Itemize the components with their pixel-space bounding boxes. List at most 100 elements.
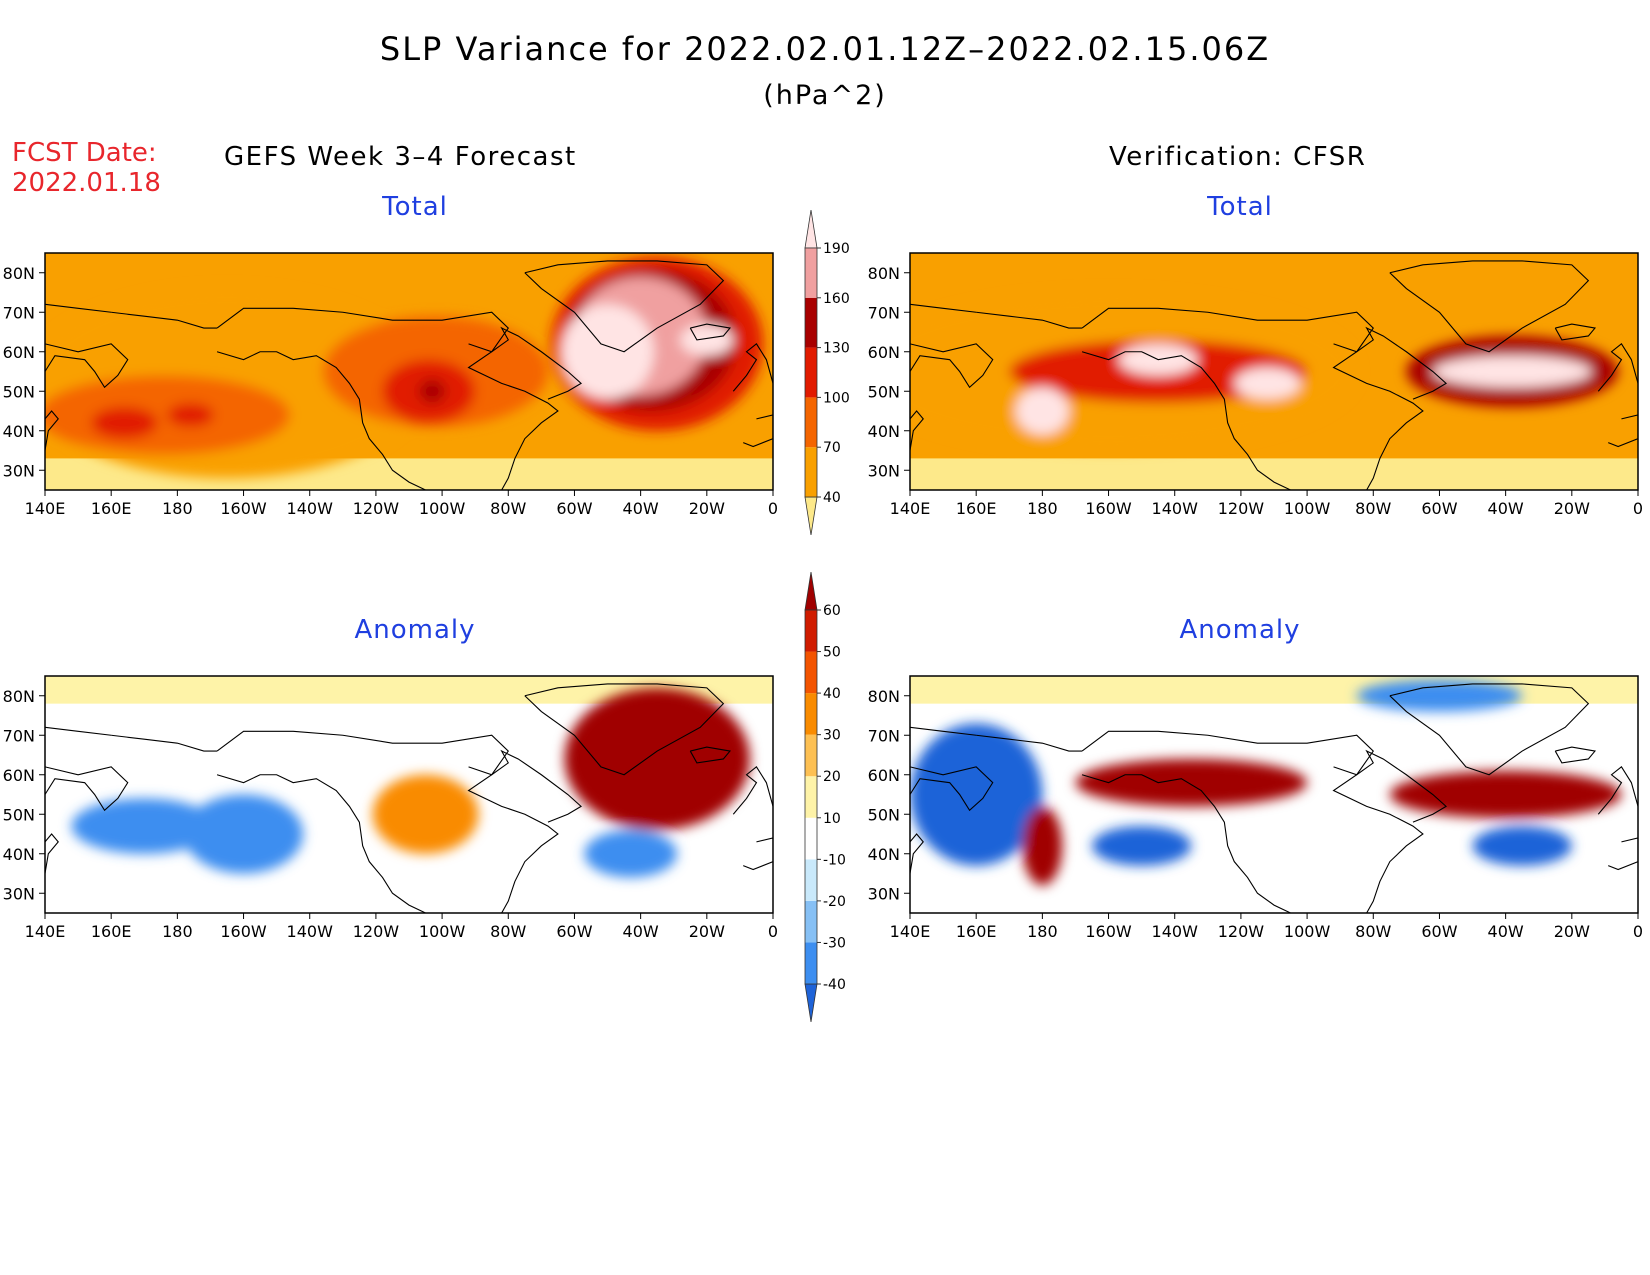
verification-total-map: 140E 160E 180 160W 140W 120W 100W 80W 60W 40W 20W 0… — [868, 252, 1643, 518]
lon-tick-label: 180 — [162, 499, 193, 518]
contour-region — [1022, 806, 1063, 886]
coastline — [111, 734, 218, 752]
lon-tick-label: 0 — [768, 499, 778, 518]
lon-tick-label: 20W — [1554, 922, 1590, 941]
lon-tick-label: 80W — [1355, 499, 1391, 518]
lon-tick-label: 20W — [689, 499, 725, 518]
lon-tick-label: 100W — [419, 499, 466, 518]
fcst-date-block: FCST Date: 2022.01.18 — [12, 138, 161, 198]
coastline — [1389, 260, 1590, 353]
colorbar-level-label: -10 — [823, 852, 846, 868]
colorbar-level-label: 10 — [823, 811, 841, 827]
coastline — [468, 326, 582, 400]
lon-tick-label: 160E — [956, 499, 997, 518]
colorbar-top-arrow — [804, 210, 818, 249]
contour-region — [418, 379, 446, 404]
lon-tick-label: 40W — [623, 499, 659, 518]
coastline — [732, 343, 773, 392]
lon-tick-label: 140W — [1152, 922, 1199, 941]
forecast-anomaly-map: 140E 160E 180 160W 140W 120W 100W 80W 60W 40W 20W 0… — [3, 675, 778, 941]
lon-tick-label: 100W — [1284, 499, 1331, 518]
lat-tick-label: 50N — [3, 805, 35, 824]
coastlines — [45, 683, 773, 913]
lon-tick-label: 160E — [91, 499, 132, 518]
coastline — [1554, 746, 1597, 764]
forecast-total-map: 140E 160E 180 160W 140W 120W 100W 80W 60W 40W 20W 0… — [3, 252, 778, 518]
colorbar-segment — [805, 248, 817, 298]
colorbar-segment — [805, 942, 817, 984]
coastlines — [910, 683, 1638, 913]
colorbar-segment — [805, 817, 817, 860]
lon-tick-label: 120W — [353, 499, 400, 518]
colorbar-segment — [805, 693, 817, 735]
colorbar-segment — [805, 610, 817, 652]
coastline — [910, 410, 924, 452]
contour-region — [372, 774, 479, 854]
colorbar-segment — [805, 859, 817, 901]
contour-region — [561, 304, 654, 400]
coastline — [910, 303, 977, 313]
anomaly-colorbar: -40 -30 -20 -10 10 20 30 40 50 60 — [804, 572, 846, 1022]
contour-region — [1092, 826, 1192, 866]
colorbar-level-label: 160 — [823, 291, 850, 307]
coastline — [743, 414, 773, 448]
colorbar-segment — [805, 900, 817, 943]
verification-anomaly-map: 140E 160E 180 160W 140W 120W 100W 80W 60W 40W 20W 0… — [868, 675, 1643, 941]
map-frame — [909, 675, 1639, 914]
fcst-date-label: FCST Date: — [12, 138, 157, 168]
coastline — [1333, 749, 1447, 823]
coastline — [1597, 343, 1638, 392]
lon-tick-label: 100W — [419, 922, 466, 941]
total-colorbar: 4070100130160190220 — [804, 210, 850, 535]
contour-region — [584, 830, 678, 878]
colorbar-bottom-arrow — [804, 983, 818, 1022]
coastline — [689, 323, 732, 341]
contour-region — [1015, 387, 1069, 435]
lat-tick-label: 40N — [3, 422, 35, 441]
lon-tick-label: 140E — [25, 922, 66, 941]
contour-region — [183, 794, 304, 874]
coastline — [1081, 774, 1291, 913]
map-frame — [44, 675, 774, 914]
colorbar-level-label: 60 — [823, 603, 841, 619]
map-frame — [44, 252, 774, 491]
contour-region — [1432, 355, 1592, 388]
lon-tick-label: 140W — [287, 922, 334, 941]
lon-tick-label: 160W — [220, 499, 267, 518]
lon-tick-label: 120W — [353, 922, 400, 941]
units-label: (hPa^2) — [763, 80, 887, 111]
lat-tick-label: 60N — [3, 343, 35, 362]
lon-tick-label: 160W — [1085, 499, 1132, 518]
colorbar-level-label: -40 — [823, 977, 846, 993]
coastline — [1081, 307, 1424, 490]
colorbar-top-arrow — [804, 572, 818, 611]
lon-tick-label: 180 — [1027, 922, 1058, 941]
lat-tick-label: 40N — [3, 845, 35, 864]
lon-tick-label: 180 — [162, 922, 193, 941]
main-title: SLP Variance for 2022.02.01.12Z–2022.02.… — [379, 30, 1271, 68]
lon-tick-label: 60W — [1421, 922, 1457, 941]
colorbar-level-label: -30 — [823, 935, 846, 951]
coastline — [910, 343, 994, 389]
lat-tick-label: 70N — [868, 303, 900, 322]
lat-tick-label: 50N — [868, 805, 900, 824]
coastlines — [45, 260, 773, 490]
coastline — [216, 351, 426, 490]
lat-tick-label: 60N — [868, 766, 900, 785]
coastline — [910, 766, 994, 812]
lat-tick-label: 80N — [868, 687, 900, 706]
coastline — [216, 730, 559, 913]
contour-region — [45, 375, 290, 455]
lon-tick-label: 120W — [1218, 499, 1265, 518]
coastline — [976, 734, 1083, 752]
colorbar-segment — [805, 651, 817, 694]
lon-tick-label: 160E — [91, 922, 132, 941]
colorbar-segment — [805, 397, 817, 448]
contour-region — [1472, 826, 1572, 866]
coastline — [111, 311, 218, 329]
lat-tick-label: 40N — [868, 845, 900, 864]
lon-tick-label: 40W — [1488, 922, 1524, 941]
lat-tick-label: 80N — [3, 687, 35, 706]
lon-tick-label: 140E — [25, 499, 66, 518]
lon-tick-label: 60W — [1421, 499, 1457, 518]
